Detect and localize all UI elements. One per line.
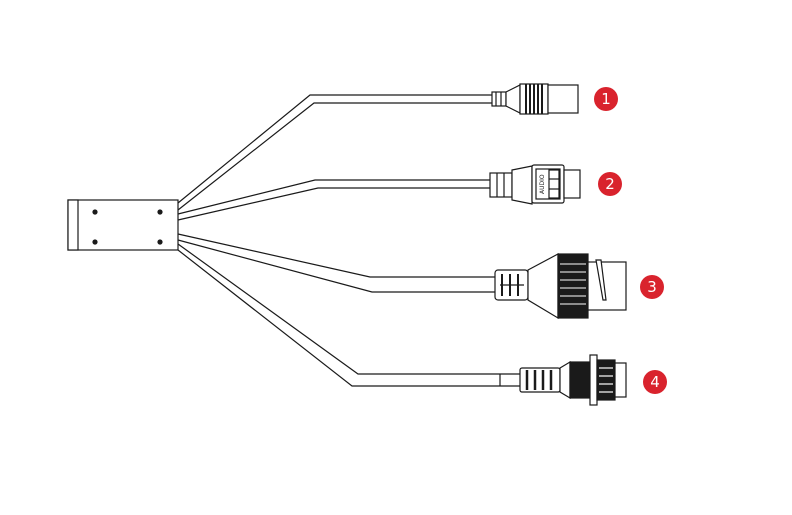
badge-1: 1 xyxy=(594,87,618,111)
badge-1-number: 1 xyxy=(601,90,611,108)
badge-3: 3 xyxy=(640,275,664,299)
cable-hub xyxy=(67,199,179,251)
connector-3-network xyxy=(494,253,627,320)
connector-1-power xyxy=(491,83,579,115)
cable-3 xyxy=(177,233,495,293)
cable-4 xyxy=(177,243,520,387)
badge-3-number: 3 xyxy=(647,278,657,296)
cable-2 xyxy=(177,179,492,221)
cable-1 xyxy=(177,94,492,211)
badge-4: 4 xyxy=(643,370,667,394)
badge-2-number: 2 xyxy=(605,175,615,193)
badge-4-number: 4 xyxy=(650,373,660,391)
connector-2-audio: AUDIO xyxy=(489,164,581,205)
connector-4-aviation xyxy=(519,354,627,406)
badge-2: 2 xyxy=(598,172,622,196)
audio-label: AUDIO xyxy=(539,174,546,194)
